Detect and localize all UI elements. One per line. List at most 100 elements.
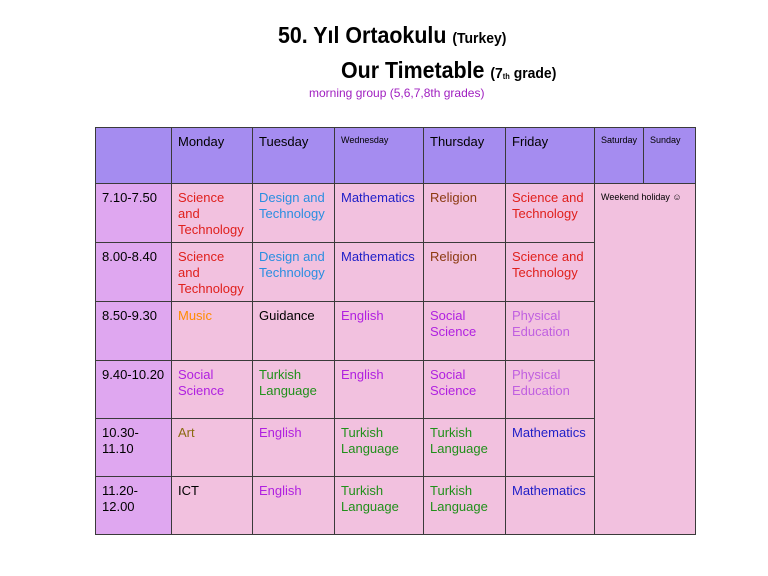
lesson-name-line1: Turkish [430, 482, 473, 498]
lesson-name-line1: Religion [430, 249, 477, 265]
group-label: morning group (5,6,7,8th grades) [309, 86, 485, 100]
lesson-name-line1: English [341, 308, 384, 324]
weekend-holiday-cell: Weekend holiday ☺ [594, 183, 696, 535]
lesson-cell-wednesday: Mathematics [334, 242, 424, 303]
lesson-cell-monday: Music [171, 301, 253, 361]
lesson-cell-monday: Science and Technology [171, 183, 253, 244]
lesson-cell-thursday: Social Science [423, 301, 506, 361]
period-time: 7.10-7.50 [95, 183, 172, 244]
lesson-name-line1: Mathematics [512, 482, 586, 498]
lesson-cell-thursday: Social Science [423, 359, 506, 419]
lesson-cell-wednesday: English [334, 359, 424, 419]
header-corner-cell [95, 126, 172, 185]
lesson-name-line1: ICT [178, 482, 199, 498]
grade-prefix: (7 [490, 65, 503, 82]
period-time: 11.20-12.00 [95, 475, 172, 536]
table-row: 8.00-8.40 Science and Technology Design and… [95, 242, 696, 303]
lesson-cell-wednesday: English [334, 301, 424, 361]
lesson-cell-wednesday: Turkish Language [334, 417, 424, 477]
lesson-name-line2: Science [430, 324, 477, 340]
lesson-name-line2: Technology [259, 206, 325, 222]
lesson-name-line1: Science and [512, 249, 584, 265]
lesson-name-line1: Religion [430, 190, 477, 206]
lesson-name-line1: Social [430, 308, 466, 324]
lesson-name-line2: Technology [178, 281, 244, 297]
timetable-body: 7.10-7.50 Science and Technology Design and… [95, 183, 696, 536]
lesson-cell-friday: Science and Technology [505, 242, 595, 303]
lesson-name-line1: Turkish [430, 424, 473, 440]
lesson-name-line2: Science [178, 382, 225, 398]
timetable-title-text: Our Timetable [341, 57, 485, 83]
lesson-name-line1: Social [178, 366, 214, 382]
lesson-cell-thursday: Religion [423, 242, 506, 303]
lesson-name-line1: Mathematics [512, 424, 586, 440]
lesson-name-line2: Language [430, 498, 488, 514]
lesson-cell-tuesday: Guidance [252, 301, 335, 361]
lesson-name-line1: Physical [512, 366, 561, 382]
lesson-cell-monday: ICT [171, 475, 253, 536]
table-row: 11.20-12.00 ICT English Turkish Language Turk… [95, 475, 696, 536]
table-row: 8.50-9.30 Music Guidance English Social Scien… [95, 301, 696, 361]
lesson-cell-thursday: Turkish Language [423, 417, 506, 477]
header-row: Monday Tuesday Wednesday Thursday Friday… [95, 126, 696, 185]
table-row: 9.40-10.20 Social Science Turkish Language En… [95, 359, 696, 419]
day-header-wednesday: Wednesday [334, 126, 424, 185]
day-header-thursday: Thursday [423, 126, 506, 185]
lesson-name-line1: Turkish [259, 366, 302, 382]
country-label: (Turkey) [452, 30, 507, 47]
lesson-cell-friday: Science and Technology [505, 183, 595, 244]
lesson-cell-friday: Physical Education [505, 301, 595, 361]
lesson-name-line2: Language [341, 498, 399, 514]
lesson-name-line2: Language [430, 440, 488, 456]
table-row: 7.10-7.50 Science and Technology Design and… [95, 183, 696, 535]
lesson-name-line2: Education [512, 324, 570, 340]
lesson-cell-monday: Social Science [171, 359, 253, 419]
lesson-cell-friday: Mathematics [505, 475, 595, 536]
lesson-cell-tuesday: English [252, 417, 335, 477]
period-time: 10.30-11.10 [95, 417, 172, 477]
lesson-name-line1: Physical [512, 308, 561, 324]
day-header-tuesday: Tuesday [252, 126, 335, 185]
lesson-cell-monday: Science and Technology [171, 242, 253, 303]
lesson-name-line1: Science and [512, 190, 584, 206]
lesson-name-line1: Mathematics [341, 190, 415, 206]
lesson-name-line2: Technology [512, 206, 578, 222]
lesson-name-line1: Design and [259, 190, 325, 206]
lesson-name-line1: English [341, 366, 384, 382]
lesson-name-line2: Technology [178, 222, 244, 238]
timetable-title: Our Timetable (7th grade) [341, 57, 556, 84]
lesson-cell-thursday: Turkish Language [423, 475, 506, 536]
day-header-friday: Friday [505, 126, 595, 185]
lesson-name-line2: Technology [512, 265, 578, 281]
grade-label: (7th grade) [490, 65, 556, 82]
lesson-name-line1: Music [178, 308, 212, 324]
lesson-cell-tuesday: Design and Technology [252, 242, 335, 303]
lesson-cell-monday: Art [171, 417, 253, 477]
lesson-name-line1: Science and [178, 249, 225, 281]
lesson-name-line1: Mathematics [341, 249, 415, 265]
lesson-name-line1: English [259, 482, 302, 498]
lesson-cell-tuesday: Turkish Language [252, 359, 335, 419]
period-time: 8.50-9.30 [95, 301, 172, 361]
lesson-name-line2: Language [341, 440, 399, 456]
period-time: 9.40-10.20 [95, 359, 172, 419]
lesson-name-line1: Science and [178, 190, 225, 222]
lesson-name-line1: Art [178, 424, 195, 440]
lesson-name-line1: Design and [259, 249, 325, 265]
lesson-name-line1: Turkish [341, 424, 384, 440]
lesson-name-line2: Language [259, 382, 317, 398]
lesson-name-line2: Science [430, 382, 477, 398]
grade-suffix: grade) [509, 65, 557, 82]
table-row: 10.30-11.10 Art English Turkish Language Turk… [95, 417, 696, 477]
lesson-name-line2: Education [512, 382, 570, 398]
lesson-name-line1: Guidance [259, 308, 315, 324]
lesson-name-line2: Technology [259, 265, 325, 281]
day-header-monday: Monday [171, 126, 253, 185]
lesson-cell-thursday: Religion [423, 183, 506, 244]
day-header-sunday: Sunday [643, 126, 696, 185]
grade-superscript: th [502, 72, 510, 81]
lesson-cell-tuesday: Design and Technology [252, 183, 335, 244]
lesson-cell-friday: Mathematics [505, 417, 595, 477]
lesson-name-line1: Social [430, 366, 466, 382]
school-title: 50. Yıl Ortaokulu (Turkey) [278, 22, 506, 49]
